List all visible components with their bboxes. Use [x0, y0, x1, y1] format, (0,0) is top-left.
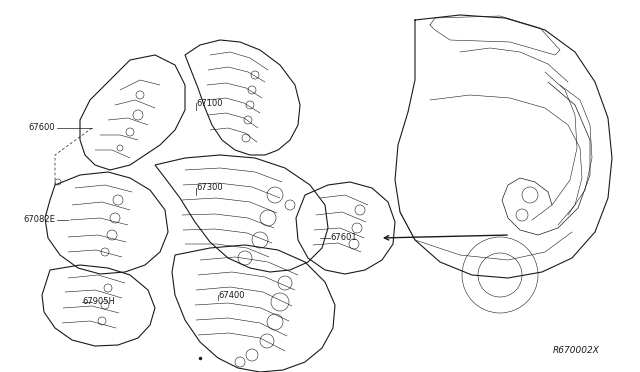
Text: R670002X: R670002X — [553, 346, 600, 355]
Text: 67601: 67601 — [330, 234, 356, 243]
Text: 67600: 67600 — [28, 124, 55, 132]
Text: 67100: 67100 — [196, 99, 223, 108]
Text: 67300: 67300 — [196, 183, 223, 192]
Text: 67905H: 67905H — [82, 298, 115, 307]
Text: 67082E: 67082E — [23, 215, 55, 224]
Text: 67400: 67400 — [218, 291, 244, 299]
